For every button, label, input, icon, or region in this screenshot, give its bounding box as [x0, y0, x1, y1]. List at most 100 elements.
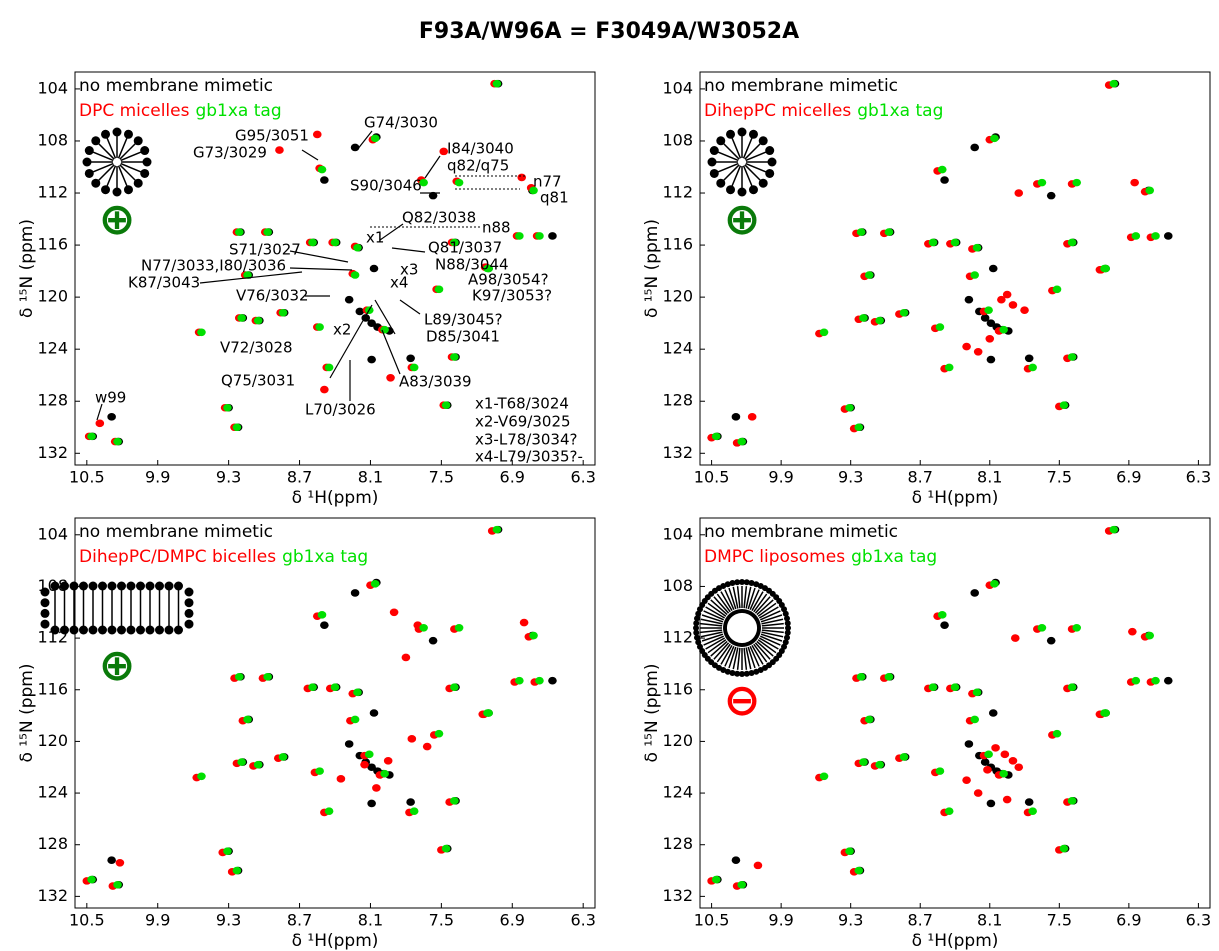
- y-tick-label: 120: [662, 287, 693, 306]
- peak: [936, 323, 945, 331]
- peak: [113, 881, 122, 889]
- lipid-head: [174, 582, 183, 591]
- x-axis-label: δ ¹H(ppm): [912, 488, 999, 508]
- peak: [991, 744, 1000, 752]
- legend-entry: gb1xa tag: [851, 547, 937, 567]
- peak: [989, 709, 998, 717]
- peak: [970, 271, 979, 279]
- y-axis-label: δ ¹⁵N (ppm): [642, 664, 662, 763]
- peak: [732, 413, 741, 421]
- y-axis-label: δ ¹⁵N (ppm): [17, 219, 37, 318]
- peak: [984, 751, 993, 759]
- legend-entry: DPC micelles: [79, 101, 190, 121]
- x-tick-label: 8.7: [908, 468, 933, 487]
- lipid-head: [140, 146, 149, 155]
- peak: [351, 716, 360, 724]
- lipid-head: [98, 626, 107, 635]
- lipid-head: [134, 179, 143, 188]
- x-axis-label: δ ¹H(ppm): [292, 488, 379, 508]
- y-tick-label: 116: [37, 679, 68, 698]
- peak: [857, 673, 866, 681]
- x-tick-label: 7.5: [1047, 911, 1072, 930]
- peak: [970, 144, 979, 152]
- lipid-head: [51, 626, 60, 635]
- x-tick-label: 8.7: [287, 911, 312, 930]
- peak: [938, 611, 947, 619]
- lipid-head: [165, 582, 174, 591]
- peak-annotation: L70/3026: [305, 401, 376, 419]
- peak: [353, 244, 362, 252]
- peak: [1025, 354, 1034, 362]
- peak-annotation: L89/3045?: [424, 311, 503, 329]
- peak: [1025, 798, 1034, 806]
- legend-entry: DMPC liposomes: [704, 547, 845, 567]
- peak: [408, 735, 417, 743]
- peak: [345, 740, 354, 748]
- peak: [371, 580, 380, 588]
- y-tick-label: 124: [662, 339, 693, 358]
- peak: [1109, 526, 1118, 534]
- y-tick-label: 108: [37, 130, 68, 149]
- y-tick-label: 120: [37, 731, 68, 750]
- peak: [938, 166, 947, 174]
- peak: [535, 677, 544, 685]
- y-tick-label: 108: [662, 130, 693, 149]
- legend-entry: gb1xa tag: [282, 547, 368, 567]
- peak: [1020, 306, 1029, 314]
- peak: [974, 348, 983, 356]
- legend-entry: no membrane mimetic: [79, 522, 273, 542]
- x-tick-label: 7.5: [1047, 468, 1072, 487]
- peak-annotation: K97/3053?: [472, 287, 552, 305]
- membrane-sign: ⊕: [99, 194, 136, 245]
- lipid-head: [60, 582, 69, 591]
- peak: [356, 308, 365, 316]
- lipid-head: [41, 620, 50, 629]
- x-tick-label: 9.3: [216, 911, 241, 930]
- peak: [520, 619, 529, 627]
- peak: [515, 232, 524, 240]
- peak: [107, 413, 116, 421]
- lipid-tail: [762, 630, 784, 632]
- peak: [331, 683, 340, 691]
- peak: [351, 589, 360, 597]
- x-tick-label: 6.9: [1116, 468, 1141, 487]
- lipid-head: [136, 626, 145, 635]
- peak: [313, 131, 322, 139]
- legend-entry: no membrane mimetic: [704, 76, 898, 96]
- y-tick-label: 120: [662, 731, 693, 750]
- peak: [965, 740, 974, 748]
- plot-frame: [700, 72, 1210, 465]
- peak: [865, 716, 874, 724]
- peak: [320, 176, 329, 184]
- y-tick-label: 104: [37, 78, 68, 97]
- lipid-head: [117, 626, 126, 635]
- y-tick-label: 116: [662, 679, 693, 698]
- peak: [965, 296, 974, 304]
- peak-annotation: q81: [540, 189, 569, 207]
- peak-annotation: V76/3032: [236, 287, 309, 305]
- lipid-head: [113, 128, 122, 137]
- legend-entry: gb1xa tag: [857, 101, 943, 121]
- lipid-head: [146, 582, 155, 591]
- peak: [1068, 239, 1077, 247]
- x-tick-label: 8.1: [358, 468, 383, 487]
- y-tick-label: 128: [37, 391, 68, 410]
- y-tick-label: 112: [662, 183, 693, 202]
- lipid-head: [89, 626, 98, 635]
- peak: [263, 673, 272, 681]
- leader-line: [302, 150, 318, 160]
- peak: [820, 772, 829, 780]
- lipid-head: [140, 169, 149, 178]
- lipid-head: [708, 158, 717, 167]
- lipid-tail: [738, 586, 740, 608]
- peak: [318, 611, 327, 619]
- peak: [845, 847, 854, 855]
- peak: [875, 317, 884, 325]
- lipid-head: [108, 626, 117, 635]
- x-tick-label: 8.1: [977, 911, 1002, 930]
- peak: [845, 404, 854, 412]
- x-tick-label: 8.7: [287, 468, 312, 487]
- leader-line: [382, 330, 400, 374]
- legend-entry: gb1xa tag: [195, 101, 281, 121]
- peak-annotation: G73/3029: [193, 144, 267, 162]
